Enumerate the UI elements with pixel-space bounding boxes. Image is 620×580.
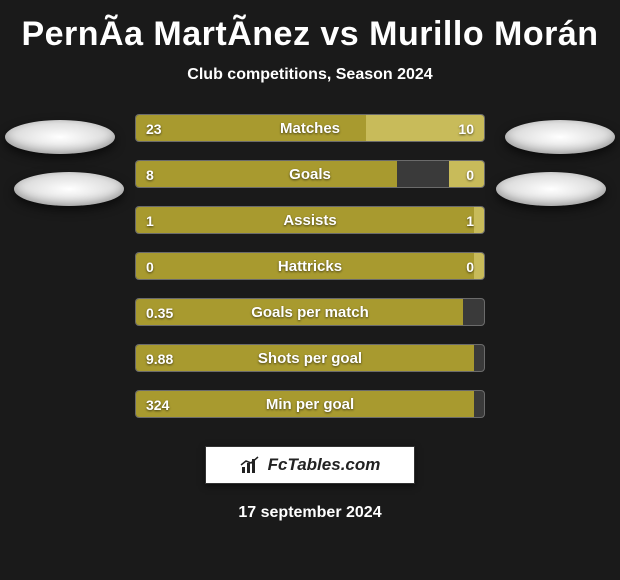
stat-value-right: 0 [466, 253, 474, 280]
page-title: PernÃa MartÃnez vs Murillo Morán [0, 15, 620, 54]
stat-name: Shots per goal [136, 345, 484, 372]
stat-name: Assists [136, 207, 484, 234]
stat-name: Min per goal [136, 391, 484, 418]
player1-logo-2 [14, 172, 124, 206]
player1-logo-1 [5, 120, 115, 154]
stat-row: 8Goals0 [135, 160, 485, 188]
date-label: 17 september 2024 [0, 504, 620, 522]
stat-row: 0.35Goals per match [135, 298, 485, 326]
stat-name: Goals [136, 161, 484, 188]
player2-logo-2 [496, 172, 606, 206]
stat-row: 324Min per goal [135, 390, 485, 418]
stat-row: 0Hattricks0 [135, 252, 485, 280]
stat-value-right: 0 [466, 161, 474, 188]
stat-value-right: 10 [458, 115, 474, 142]
stat-name: Hattricks [136, 253, 484, 280]
comparison-bars: 23Matches108Goals01Assists10Hattricks00.… [135, 114, 485, 418]
stat-name: Goals per match [136, 299, 484, 326]
stat-value-right: 1 [466, 207, 474, 234]
brand-box[interactable]: FcTables.com [205, 446, 415, 484]
player2-logo-1 [505, 120, 615, 154]
chart-icon [240, 455, 262, 475]
subtitle: Club competitions, Season 2024 [0, 66, 620, 84]
stat-row: 9.88Shots per goal [135, 344, 485, 372]
comparison-card: PernÃa MartÃnez vs Murillo Morán Club co… [0, 0, 620, 580]
stat-row: 1Assists1 [135, 206, 485, 234]
brand-text: FcTables.com [268, 455, 381, 475]
stat-row: 23Matches10 [135, 114, 485, 142]
stat-name: Matches [136, 115, 484, 142]
